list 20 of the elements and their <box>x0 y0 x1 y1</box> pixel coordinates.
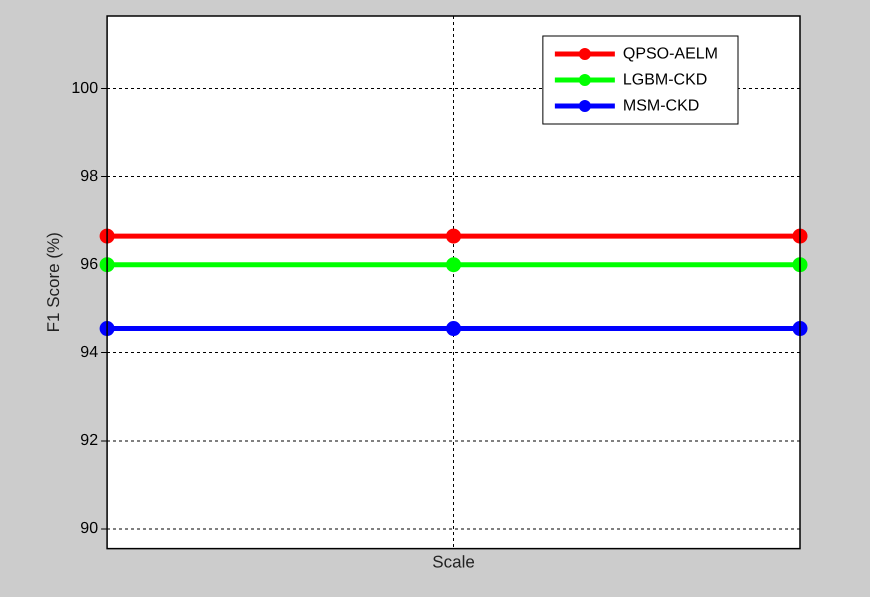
y-tick-label: 96 <box>80 256 98 274</box>
legend-label: QPSO-AELM <box>622 45 718 62</box>
x-axis-title: Scale <box>432 552 475 572</box>
point <box>100 257 115 272</box>
y-tick-label: 94 <box>80 344 98 362</box>
point <box>446 321 462 336</box>
point <box>792 228 808 244</box>
y-axis-title: F1 Score (%) <box>44 232 63 332</box>
y-tick-label: 98 <box>80 168 98 186</box>
point <box>792 321 808 336</box>
legend-label: MSM-CKD <box>622 97 700 114</box>
point <box>792 257 808 272</box>
y-tick-label: 90 <box>80 520 98 538</box>
y-tick-label: 92 <box>80 432 98 450</box>
point <box>446 228 462 244</box>
legend-label: LGBM-CKD <box>622 71 708 88</box>
point <box>100 228 115 244</box>
point <box>446 257 462 272</box>
y-tick-label: 100 <box>71 80 98 98</box>
point <box>100 321 115 336</box>
